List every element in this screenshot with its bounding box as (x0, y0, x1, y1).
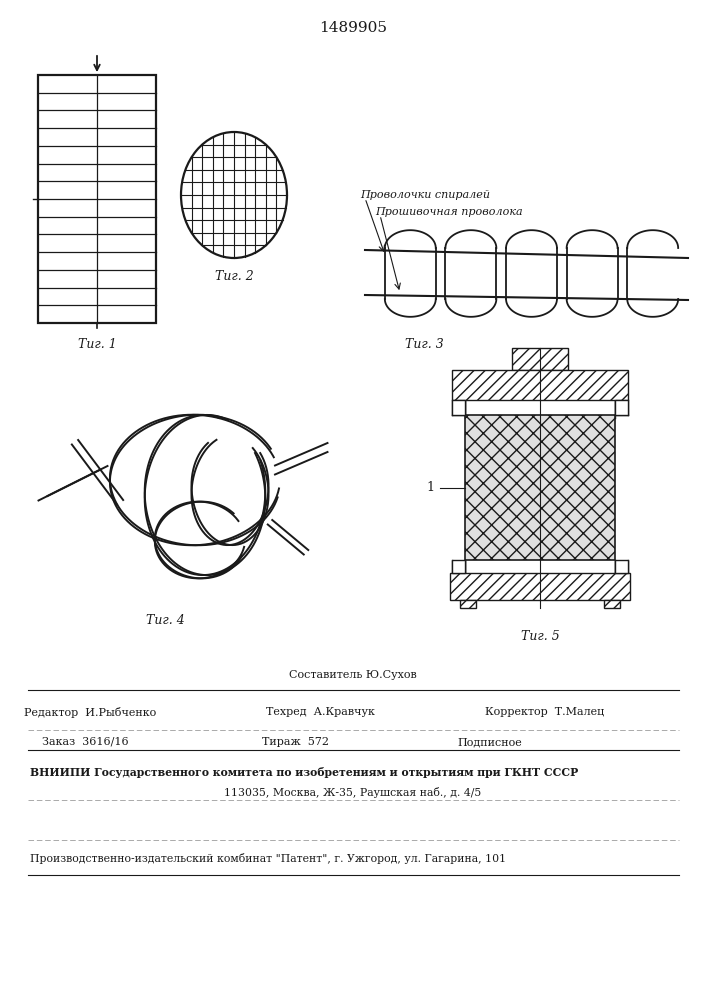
Bar (465, 415, 615, 560)
Text: Тираж  572: Тираж 572 (262, 737, 329, 747)
Bar (604, 600, 620, 608)
Text: Корректор  Т.Малец: Корректор Т.Малец (486, 707, 604, 717)
Text: 1: 1 (426, 481, 434, 494)
Text: Техред  А.Кравчук: Техред А.Кравчук (266, 707, 375, 717)
Text: Производственно-издательский комбинат "Патент", г. Ужгород, ул. Гагарина, 101: Производственно-издательский комбинат "П… (30, 852, 506, 863)
Ellipse shape (181, 132, 287, 258)
Bar (615, 400, 628, 415)
Text: Τиг. 1: Τиг. 1 (78, 338, 117, 352)
Text: Τиг. 3: Τиг. 3 (405, 338, 444, 352)
Text: Составитель Ю.Сухов: Составитель Ю.Сухов (289, 670, 417, 680)
Text: ВНИИПИ Государственного комитета по изобретениям и открытиям при ГКНТ СССР: ВНИИПИ Государственного комитета по изоб… (30, 766, 578, 778)
Text: Τиг. 4: Τиг. 4 (146, 613, 185, 626)
Text: Подписное: Подписное (457, 737, 522, 747)
Bar (615, 560, 628, 573)
Text: 113035, Москва, Ж-35, Раушская наб., д. 4/5: 113035, Москва, Ж-35, Раушская наб., д. … (224, 788, 481, 798)
Text: Τиг. 5: Τиг. 5 (520, 630, 559, 643)
Bar (450, 573, 630, 600)
Bar (460, 600, 476, 608)
Text: Τиг. 2: Τиг. 2 (215, 269, 253, 282)
Text: 1489905: 1489905 (319, 21, 387, 35)
Bar (452, 560, 465, 573)
Text: Заказ  3616/16: Заказ 3616/16 (42, 737, 128, 747)
Text: Прошивочная проволока: Прошивочная проволока (375, 207, 522, 217)
Bar (452, 370, 628, 400)
Bar (38, 75, 156, 323)
Bar (512, 348, 568, 370)
Bar (452, 400, 465, 415)
Text: Редактор  И.Рыбченко: Редактор И.Рыбченко (24, 706, 156, 718)
Text: Проволочки спиралей: Проволочки спиралей (360, 190, 490, 200)
